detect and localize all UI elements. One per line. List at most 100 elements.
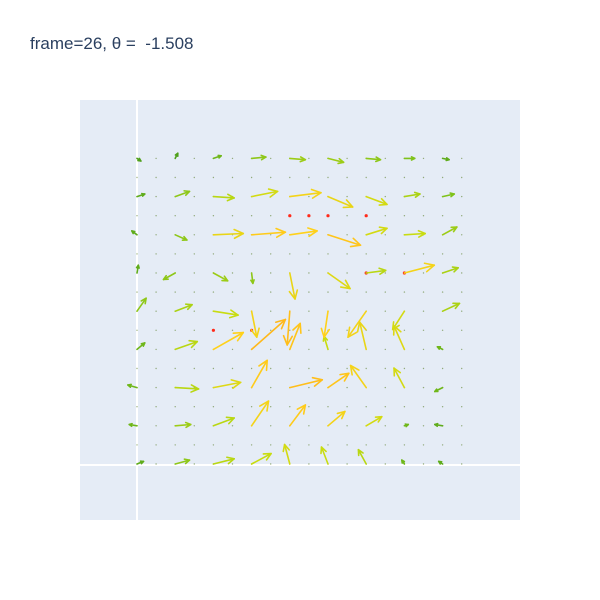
- quiver-arrow-head: [139, 460, 145, 465]
- grid-dot: [212, 291, 215, 293]
- quiver-arrow: [212, 331, 245, 351]
- grid-dot: [250, 406, 253, 408]
- grid-dot: [403, 329, 406, 331]
- quiver-arrow-head: [378, 197, 388, 206]
- quiver-arrow: [174, 458, 191, 465]
- grid-dot: [441, 291, 444, 293]
- grid-dot: [174, 291, 176, 293]
- grid-dot: [384, 272, 386, 274]
- quiver-arrow-shaft: [365, 195, 388, 206]
- quiver-arrow-shaft: [174, 234, 188, 241]
- quiver-arrow-shaft: [174, 303, 193, 313]
- quiver-arrow: [365, 195, 388, 206]
- grid-dot: [422, 329, 425, 331]
- grid-dot: [461, 157, 463, 160]
- quiver-arrow-head: [451, 266, 459, 273]
- grid-dot: [308, 329, 310, 331]
- grid-dot: [327, 253, 329, 255]
- quiver-arrow-head: [288, 289, 299, 300]
- quiver-arrow: [403, 156, 416, 161]
- grid-dot: [365, 406, 367, 408]
- grid-dot: [270, 234, 272, 236]
- quiver-arrow-head: [349, 364, 360, 376]
- grid-dot: [231, 253, 234, 255]
- quiver-arrow-head: [404, 423, 410, 428]
- quiver-arrow-head: [128, 422, 133, 428]
- grid-dot: [308, 253, 310, 255]
- quiver-arrow-shaft: [349, 364, 368, 389]
- quiver-arrow: [136, 297, 147, 313]
- grid-dot: [270, 463, 272, 465]
- grid-dot: [346, 425, 348, 427]
- quiver-arrow: [365, 415, 383, 427]
- grid-dot: [231, 367, 234, 370]
- grid-dot: [270, 329, 272, 331]
- grid-dot: [346, 367, 348, 370]
- quiver-arrow: [250, 400, 270, 427]
- quiver-arrow-head: [140, 342, 146, 347]
- quiver-arrow-shaft: [288, 378, 324, 389]
- quiver-arrow: [400, 459, 406, 465]
- grid-dot: [346, 195, 348, 198]
- grid-dot: [270, 386, 272, 389]
- quiver-arrow-head: [162, 274, 169, 281]
- quiver-arrow-shaft: [288, 322, 302, 351]
- grid-dot: [346, 215, 348, 217]
- quiver-arrow-head: [250, 327, 260, 338]
- quiver-arrow-head: [337, 157, 345, 165]
- quiver-arrow-shaft: [250, 156, 267, 160]
- grid-dot: [308, 406, 310, 408]
- grid-dot: [174, 253, 176, 255]
- quiver-arrow: [441, 226, 458, 236]
- grid-dot: [250, 367, 253, 370]
- source-point: [288, 214, 292, 218]
- grid-dot: [461, 329, 463, 331]
- grid-dot: [212, 176, 215, 179]
- quiver-arrow-head: [342, 199, 354, 209]
- quiver-arrow: [365, 267, 387, 275]
- quiver-arrow-head: [450, 226, 458, 233]
- quiver-arrow-shaft: [212, 457, 235, 465]
- grid-dot: [155, 386, 157, 389]
- quiver-arrow: [441, 266, 460, 274]
- arrows-layer: [127, 152, 461, 465]
- quiver-arrow: [212, 456, 235, 465]
- grid-dot: [193, 234, 195, 236]
- grid-dot: [231, 272, 234, 274]
- grid-dot: [346, 329, 348, 331]
- quiver-arrow: [327, 234, 362, 248]
- quiver-arrow: [174, 234, 188, 241]
- grid-dot: [308, 386, 310, 389]
- grid-dot: [403, 215, 406, 217]
- quiver-arrow-head: [217, 154, 222, 159]
- grid-dot: [461, 348, 463, 351]
- quiver-arrow-shaft: [347, 310, 368, 339]
- quiver-arrow-shaft: [250, 400, 270, 427]
- grid-dot: [365, 367, 367, 370]
- grid-dot: [461, 215, 463, 217]
- quiver-arrow-head: [275, 227, 287, 239]
- grid-dot: [422, 176, 425, 179]
- quiver-arrow: [327, 195, 354, 209]
- grid-dot: [403, 406, 406, 408]
- grid-dot: [461, 425, 463, 427]
- grid-dot: [422, 386, 425, 389]
- quiver-arrow-head: [339, 372, 350, 382]
- quiver-arrow: [131, 230, 138, 236]
- grid-dot: [270, 215, 272, 217]
- grid-dot: [289, 253, 291, 255]
- grid-dot: [193, 176, 195, 179]
- grid-dot: [231, 425, 234, 427]
- quiver-arrow-head: [127, 383, 132, 389]
- grid-dot: [422, 367, 425, 370]
- quiver-arrow: [250, 188, 279, 198]
- quiver-arrow: [403, 191, 421, 198]
- quiver-arrow-head: [449, 192, 456, 198]
- quiver-arrow-shaft: [212, 331, 245, 351]
- grid-dot: [193, 406, 195, 408]
- grid-dot: [346, 310, 348, 312]
- quiver-arrow-head: [226, 193, 235, 202]
- grid-dot: [155, 406, 157, 408]
- quiver-arrow: [212, 309, 239, 319]
- quiver-arrow-head: [410, 156, 416, 161]
